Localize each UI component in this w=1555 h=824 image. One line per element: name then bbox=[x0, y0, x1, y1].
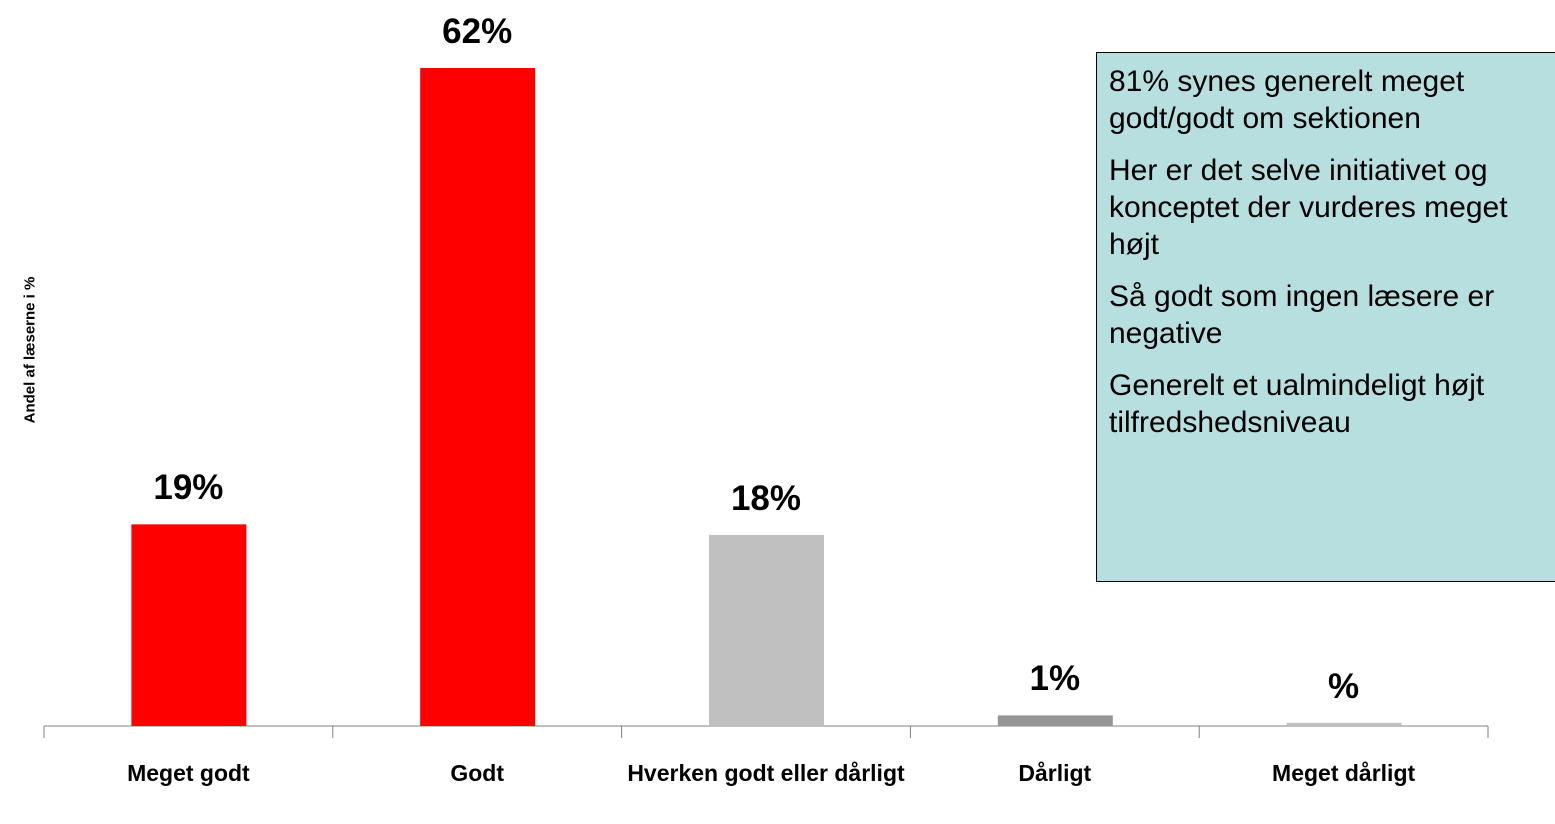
x-tick-label: Hverken godt eller dårligt bbox=[627, 760, 905, 786]
annotation: Generelt et ualmindeligt højt tilfredshe… bbox=[1109, 369, 1485, 439]
x-tick-label: Dårligt bbox=[1018, 760, 1092, 786]
y-axis-label: Andel af læserne i % bbox=[21, 276, 39, 424]
bar bbox=[420, 68, 536, 726]
bar bbox=[1286, 722, 1402, 726]
bar bbox=[997, 715, 1113, 726]
x-tick-label: Godt bbox=[450, 760, 505, 786]
data-label: 18% bbox=[730, 478, 802, 518]
bar bbox=[709, 534, 824, 726]
annotation: Her er det selve initiativet og koncepte… bbox=[1109, 154, 1508, 261]
annotation: 81% synes generelt meget godt/godt om se… bbox=[1109, 65, 1465, 135]
data-label: 62% bbox=[442, 12, 513, 51]
annotation-box: 81% synes generelt meget godt/godt om se… bbox=[1096, 52, 1555, 582]
data-label: % bbox=[1328, 666, 1360, 706]
bar bbox=[131, 524, 247, 726]
x-tick-label: Meget godt bbox=[127, 760, 250, 786]
x-tick-label: Meget dårligt bbox=[1272, 760, 1416, 786]
data-label: 19% bbox=[153, 468, 224, 508]
annotation: Så godt som ingen læsere er negative bbox=[1109, 280, 1495, 350]
data-label: 1% bbox=[1029, 659, 1081, 699]
